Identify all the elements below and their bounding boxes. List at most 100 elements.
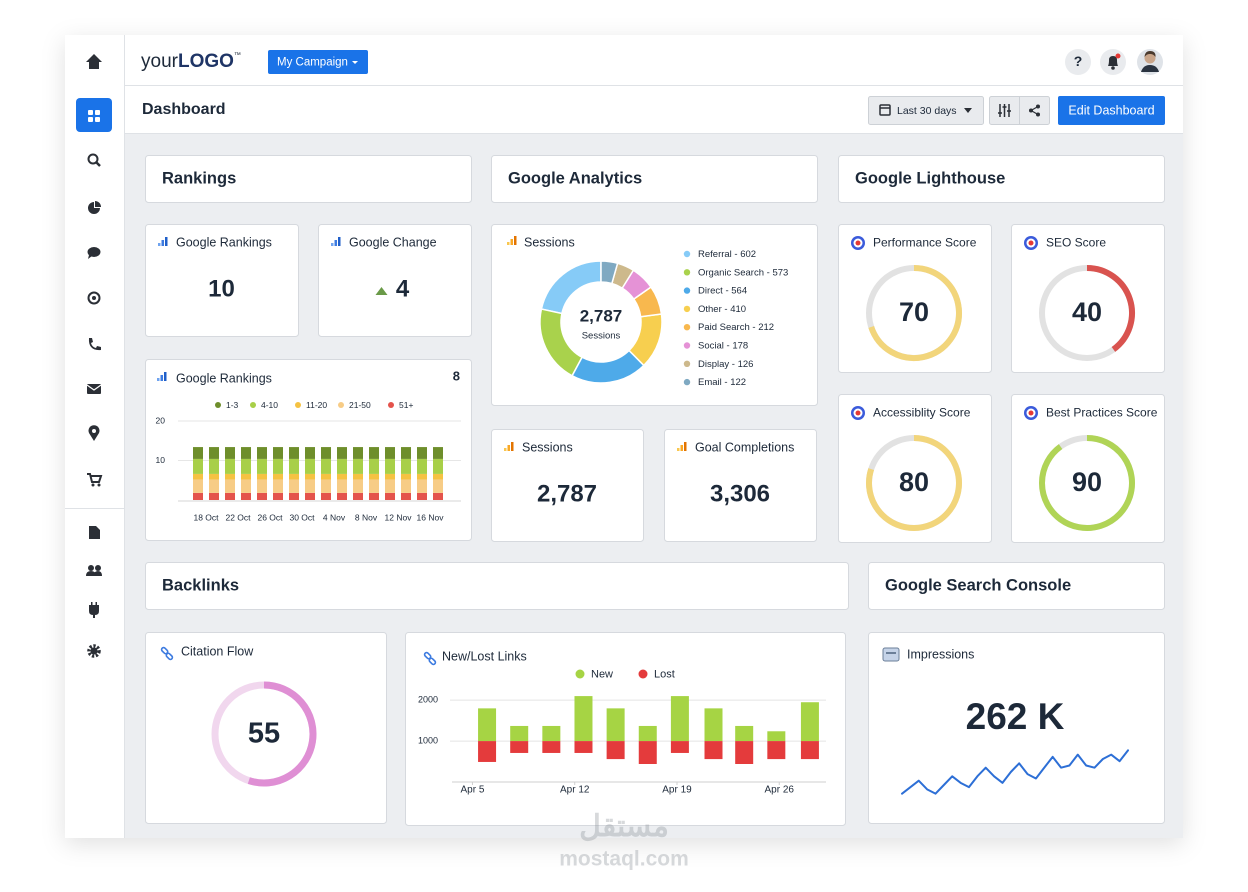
cart-icon[interactable] xyxy=(87,473,103,483)
settings-icon[interactable] xyxy=(87,644,101,658)
date-range-button[interactable] xyxy=(868,96,984,125)
gauge-arc xyxy=(868,265,962,361)
widget-icon xyxy=(680,445,683,451)
active-nav[interactable] xyxy=(76,98,112,132)
mail-icon[interactable] xyxy=(87,384,101,394)
legend-label: Lost xyxy=(654,668,675,680)
bar-segment xyxy=(257,447,267,459)
report-icon[interactable] xyxy=(89,526,100,539)
kpi-label: Google Rankings xyxy=(176,235,272,249)
legend-label: 4-10 xyxy=(261,400,278,410)
card xyxy=(145,155,472,203)
search-icon[interactable] xyxy=(87,153,99,165)
legend-label: Paid Search - 212 xyxy=(698,322,774,333)
bar-segment xyxy=(337,492,347,500)
legend-dot xyxy=(388,402,394,408)
card xyxy=(868,632,1165,824)
target-icon[interactable] xyxy=(87,291,101,305)
widget-icon xyxy=(677,448,680,451)
bar-segment xyxy=(417,447,427,459)
campaign-label[interactable]: My Campaign xyxy=(277,57,348,69)
legend-dot xyxy=(215,402,221,408)
bar-segment xyxy=(241,473,251,480)
chart-title: Sessions xyxy=(524,235,575,249)
search-icon xyxy=(95,161,101,167)
bar-segment xyxy=(433,492,443,500)
location-icon[interactable] xyxy=(88,425,100,441)
chat-icon xyxy=(88,255,92,259)
date-range-label[interactable]: Last 30 days xyxy=(897,105,957,117)
bar xyxy=(735,725,754,742)
lighthouse-icon xyxy=(1028,410,1034,416)
legend-label: Referral - 602 xyxy=(698,249,756,260)
widget-icon xyxy=(504,448,507,451)
lighthouse-icon xyxy=(1028,240,1034,246)
link-icon xyxy=(428,657,437,666)
bar-segment xyxy=(289,458,299,474)
kpi-value: 3,306 xyxy=(710,480,770,507)
legend-label: New xyxy=(591,668,613,680)
help-label[interactable]: ? xyxy=(1074,53,1083,69)
help-button[interactable] xyxy=(1065,49,1091,75)
bar-segment xyxy=(305,458,315,474)
kpi-value: 4 xyxy=(396,275,410,302)
bar-segment xyxy=(289,479,299,493)
share-icon[interactable] xyxy=(1029,104,1040,117)
bar xyxy=(542,725,561,742)
bar-segment xyxy=(321,479,331,493)
bar xyxy=(638,725,657,742)
gsc-icon xyxy=(886,652,896,654)
grid-icon xyxy=(88,117,93,122)
bar-segment xyxy=(353,458,363,474)
bar xyxy=(478,741,497,762)
gauge-arc xyxy=(866,435,962,531)
users-icon[interactable] xyxy=(88,565,94,571)
bar-segment xyxy=(209,458,219,474)
bar-segment xyxy=(433,458,443,474)
section-title: Rankings xyxy=(162,169,236,187)
section-title: Google Search Console xyxy=(885,576,1071,594)
cart-icon xyxy=(97,483,101,487)
bar-segment xyxy=(417,458,427,474)
card xyxy=(868,562,1165,610)
bar-segment xyxy=(209,492,219,500)
legend-dot xyxy=(683,250,691,258)
chat-icon[interactable] xyxy=(87,247,101,257)
card xyxy=(145,224,299,337)
bar xyxy=(478,708,497,742)
bar-segment xyxy=(273,447,283,459)
widget-icon xyxy=(684,442,687,451)
x-tick-label: 26 Oct xyxy=(257,512,283,522)
target-icon xyxy=(92,296,96,300)
phone-icon[interactable] xyxy=(88,338,101,351)
home-icon[interactable] xyxy=(86,54,102,69)
filter-icon[interactable] xyxy=(998,104,1011,117)
bar-segment xyxy=(257,492,267,500)
bar-segment xyxy=(369,447,379,459)
bar-segment xyxy=(305,492,315,500)
bell-icon xyxy=(1111,66,1115,70)
legend-dot xyxy=(683,287,691,294)
bar-segment xyxy=(353,479,363,493)
gauge-value: 40 xyxy=(1072,297,1102,327)
widget-icon xyxy=(157,378,160,381)
trend-arrow xyxy=(375,287,388,295)
bar-segment xyxy=(433,479,443,493)
plug-icon[interactable] xyxy=(89,605,99,618)
x-tick-label: 8 Nov xyxy=(355,512,378,522)
bar-segment xyxy=(289,492,299,500)
bar-segment xyxy=(225,447,235,459)
pie-icon[interactable] xyxy=(88,202,100,214)
bar-segment xyxy=(257,458,267,474)
legend-dot xyxy=(683,342,691,349)
kpi-label: Google Change xyxy=(349,235,437,249)
edit-dashboard-label[interactable]: Edit Dashboard xyxy=(1068,103,1154,117)
widget-icon xyxy=(338,237,341,246)
bar-segment xyxy=(433,473,443,480)
y-tick-label: 10 xyxy=(156,455,166,465)
campaign-button[interactable] xyxy=(268,50,368,74)
gauge-title: Best Practices Score xyxy=(1046,406,1158,420)
edit-dashboard-button[interactable] xyxy=(1058,96,1165,125)
bar-segment xyxy=(241,479,251,493)
watermark: مستقل xyxy=(579,810,669,843)
